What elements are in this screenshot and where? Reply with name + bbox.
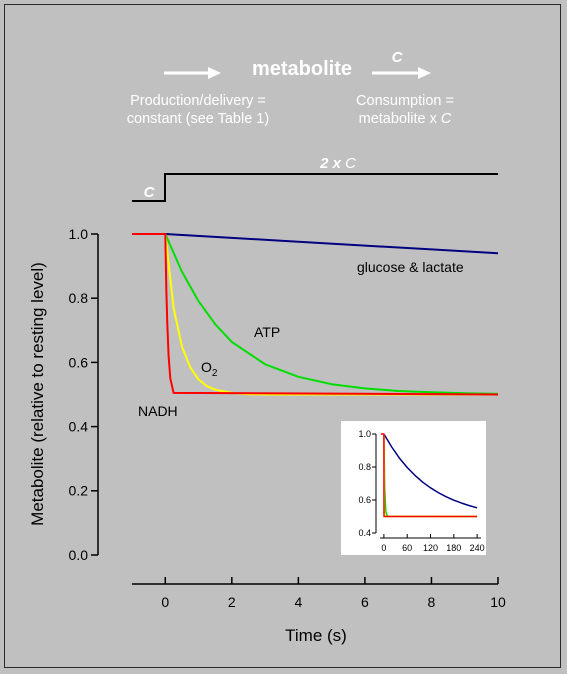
rate-step-line (132, 173, 498, 202)
main-series-o2 (164, 233, 498, 396)
arrow-right-icon (372, 66, 432, 80)
o2-annotation: O2 (201, 359, 218, 379)
inset-series (380, 433, 478, 518)
main-x-tick-label: 6 (361, 594, 369, 610)
main-series-atp (164, 233, 499, 395)
main-x-tick-label: 4 (294, 594, 302, 610)
inset-x-tick-label: 60 (402, 543, 412, 553)
production-text: Production/delivery = constant (see Tabl… (108, 92, 288, 128)
main-y-tick-label: 1.0 (69, 226, 89, 242)
main-x-tick-label: 2 (228, 594, 236, 610)
consumption-text: Consumption = metabolite x C (340, 92, 470, 128)
production-line-2: constant (see Table 1) (126, 111, 270, 127)
consumption-line-1: Consumption = (356, 93, 454, 109)
main-series-nadh (132, 233, 499, 396)
production-line-1: Production/delivery = (130, 93, 266, 109)
inset-y-tick-label: 0.8 (358, 462, 371, 472)
consumption-var: C (440, 111, 452, 127)
main-axes (97, 234, 498, 585)
inset-series-nadh (380, 433, 478, 518)
metabolite-label: metabolite (251, 58, 353, 80)
main-x-tick-label: 10 (490, 594, 506, 610)
inset-ticks: 0.4 0.6 0.8 1.0 0 60 120 180 240 (358, 429, 484, 553)
main-y-tick-label: 0.6 (69, 354, 89, 370)
consumption-line-2: metabolite x C (340, 110, 470, 128)
main-y-tick-label: 0.8 (69, 290, 89, 306)
inset-x-tick-label: 240 (470, 543, 485, 553)
main-chart: 0.0 0.2 0.4 0.6 0.8 1.0 0 2 4 6 8 10 Time (s) Metab… (28, 226, 506, 645)
main-series (132, 233, 499, 396)
inset-x-tick-label: 180 (446, 543, 461, 553)
inset-y-tick-label: 0.4 (358, 528, 371, 538)
o2-annotation-sub: 2 (212, 368, 218, 379)
step-high-var: C (345, 155, 356, 172)
x-axis-title: Time (s) (285, 626, 347, 645)
consumption-prefix: metabolite x (358, 111, 441, 127)
rate-step-trace: C 2 x C (132, 155, 498, 202)
nadh-annotation: NADH (138, 403, 178, 419)
glucose-lactate-annotation: glucose & lactate (357, 259, 464, 275)
main-ticks: 0.0 0.2 0.4 0.6 0.8 1.0 0 2 4 6 8 10 (69, 226, 506, 610)
inset-chart: 0.4 0.6 0.8 1.0 0 60 120 180 240 (341, 421, 486, 555)
main-x-tick-label: 0 (161, 594, 169, 610)
inset-series-glucose-lactate (383, 433, 478, 509)
y-axis-title: Metabolite (relative to resting level) (28, 262, 47, 526)
inset-y-tick-label: 0.6 (358, 495, 371, 505)
inset-x-tick-label: 120 (423, 543, 438, 553)
step-high-label: 2 x C (319, 155, 356, 172)
atp-annotation: ATP (254, 324, 280, 340)
main-y-tick-label: 0.0 (69, 547, 89, 563)
step-high-prefix: 2 x (319, 155, 345, 172)
rate-constant-label: C (391, 49, 403, 66)
inset-x-tick-label: 0 (381, 543, 386, 553)
main-x-tick-label: 8 (428, 594, 436, 610)
o2-annotation-base: O (201, 359, 212, 375)
main-y-tick-label: 0.4 (69, 419, 89, 435)
inset-y-tick-label: 1.0 (358, 429, 371, 439)
step-low-label: C (144, 184, 156, 201)
inset-background (341, 421, 486, 555)
arrow-right-icon (164, 66, 222, 80)
main-series-glucose-lactate (165, 233, 499, 255)
main-y-tick-label: 0.2 (69, 483, 89, 499)
inset-axes (341, 421, 486, 555)
